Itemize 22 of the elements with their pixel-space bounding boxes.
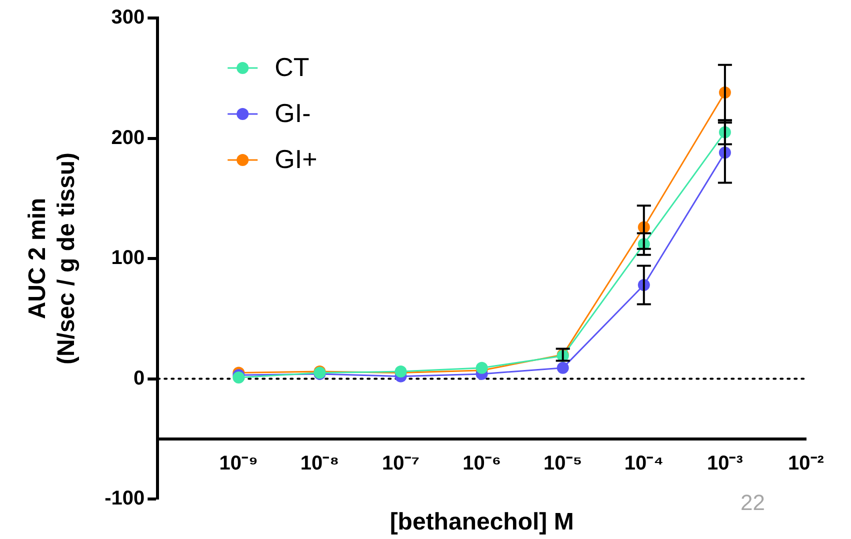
y-tick-label: 200 bbox=[111, 126, 145, 149]
annotation: 22 bbox=[740, 490, 765, 515]
legend-label: GI- bbox=[274, 98, 311, 128]
point bbox=[476, 362, 488, 374]
x-tick-label: 10⁻³ bbox=[707, 452, 744, 474]
x-tick-label: 10⁻⁶ bbox=[462, 452, 502, 474]
legend-label: GI+ bbox=[274, 144, 318, 174]
x-tick-label: 10⁻⁸ bbox=[300, 452, 340, 474]
y-tick-label: 300 bbox=[111, 6, 145, 29]
point bbox=[556, 362, 569, 374]
x-tick-label: 10⁻⁵ bbox=[544, 452, 582, 474]
x-tick-label: 10⁻⁴ bbox=[624, 452, 664, 474]
point bbox=[232, 372, 245, 384]
y-tick-label: 100 bbox=[111, 247, 145, 270]
y-axis-title: AUC 2 min (N/sec / g de tissu) bbox=[24, 152, 80, 365]
x-tick-label: 10⁻² bbox=[788, 452, 824, 474]
x-tick-label: 10⁻⁷ bbox=[382, 452, 420, 474]
y-tick-label: -100 bbox=[104, 488, 145, 510]
legend-label: CT bbox=[274, 52, 310, 82]
x-axis-title: [bethanechol] M bbox=[390, 508, 574, 536]
y-tick-label: 0 bbox=[134, 367, 145, 390]
x-tick-label: 10⁻⁹ bbox=[219, 452, 258, 474]
